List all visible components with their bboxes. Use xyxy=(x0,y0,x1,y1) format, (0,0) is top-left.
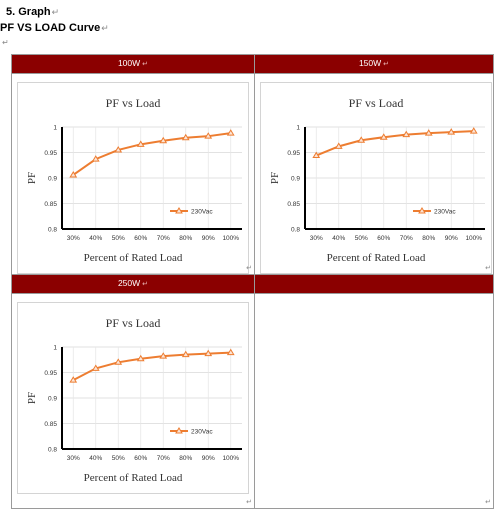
y-tick-label: 0.95 xyxy=(44,370,57,377)
panel-header-empty xyxy=(255,275,494,294)
chart-cell-100w: PF vs Load 0.8 0.85 0.9 0.95 1 30% 40% 50% 60% 70%… xyxy=(12,74,255,275)
x-tick-label: 90% xyxy=(445,235,458,242)
panel-header-label: 150W xyxy=(359,58,381,68)
paragraph-mark-icon: ↵ xyxy=(142,61,148,68)
paragraph-mark-icon: ↵ xyxy=(52,7,60,17)
panel-header-label: 250W xyxy=(118,278,140,288)
panel-header-label: 100W xyxy=(118,58,140,68)
paragraph-mark-icon: ↵ xyxy=(2,38,9,47)
panel-header-100w: 100W ↵ xyxy=(12,55,255,74)
x-axis-label: Percent of Rated Load xyxy=(84,252,183,264)
section-heading: 5. Graph↵ xyxy=(6,6,59,18)
x-tick-label: 50% xyxy=(112,235,125,242)
paragraph-mark-icon: ↵ xyxy=(246,264,252,272)
section-subheading: PF VS LOAD Curve↵ xyxy=(0,22,109,34)
x-axis-label: Percent of Rated Load xyxy=(327,252,426,264)
y-tick-label: 0.95 xyxy=(44,150,57,157)
series-line-230vac xyxy=(316,131,474,155)
legend-label: 230Vac xyxy=(191,209,213,216)
chart-title: PF vs Load xyxy=(106,96,161,110)
paragraph-mark-icon: ↵ xyxy=(142,281,148,288)
y-axis-label: PF xyxy=(26,172,38,184)
x-tick-label: 90% xyxy=(202,455,215,462)
chart-title: PF vs Load xyxy=(349,96,404,110)
y-tick-label: 0.9 xyxy=(48,396,57,403)
chart-250w: PF vs Load 0.8 0.85 0.9 0.95 1 30% 40% 50% 60% 70%… xyxy=(18,303,248,493)
y-tick-label: 0.9 xyxy=(48,176,57,183)
x-tick-label: 100% xyxy=(222,455,239,462)
panel-header-250w: 250W ↵ xyxy=(12,275,255,294)
x-tick-label: 60% xyxy=(377,235,390,242)
x-tick-label: 100% xyxy=(465,235,482,242)
y-tick-label: 0.85 xyxy=(287,201,300,208)
y-tick-label: 0.85 xyxy=(44,201,57,208)
y-tick-label: 0.9 xyxy=(291,176,300,183)
section-subtitle: PF VS LOAD Curve xyxy=(0,22,100,34)
paragraph-mark-icon: ↵ xyxy=(485,264,491,272)
x-tick-label: 40% xyxy=(89,455,102,462)
chart-frame: PF vs Load 0.8 0.85 0.9 0.95 1 30% 40% 50% 60% 70%… xyxy=(260,82,492,274)
x-tick-label: 80% xyxy=(179,455,192,462)
y-tick-label: 1 xyxy=(296,125,300,132)
x-tick-label: 70% xyxy=(400,235,413,242)
x-tick-label: 50% xyxy=(355,235,368,242)
chart-150w: PF vs Load 0.8 0.85 0.9 0.95 1 30% 40% 50% 60% 70%… xyxy=(261,83,491,273)
chart-frame: PF vs Load 0.8 0.85 0.9 0.95 1 30% 40% 50% 60% 70%… xyxy=(17,302,249,494)
x-tick-label: 70% xyxy=(157,235,170,242)
paragraph-mark-icon: ↵ xyxy=(101,23,109,33)
x-tick-label: 80% xyxy=(422,235,435,242)
legend-label: 230Vac xyxy=(434,209,456,216)
panel-header-150w: 150W ↵ xyxy=(255,55,494,74)
x-tick-label: 60% xyxy=(134,455,147,462)
y-tick-label: 0.95 xyxy=(287,150,300,157)
y-tick-label: 1 xyxy=(53,345,57,352)
x-tick-label: 30% xyxy=(67,455,80,462)
legend-label: 230Vac xyxy=(191,429,213,436)
section-title: 5. Graph xyxy=(6,6,51,18)
empty-cell: ↵ xyxy=(255,294,494,509)
x-tick-label: 100% xyxy=(222,235,239,242)
y-axis-label: PF xyxy=(26,392,38,404)
chart-frame: PF vs Load 0.8 0.85 0.9 0.95 1 30% 40% 50% 60% 70%… xyxy=(17,82,249,274)
paragraph-mark-icon: ↵ xyxy=(246,498,252,506)
x-tick-label: 90% xyxy=(202,235,215,242)
x-axis-label: Percent of Rated Load xyxy=(84,472,183,484)
y-tick-label: 0.8 xyxy=(48,447,57,454)
x-tick-label: 70% xyxy=(157,455,170,462)
x-tick-label: 50% xyxy=(112,455,125,462)
series-line-230vac xyxy=(73,133,231,175)
y-tick-label: 0.8 xyxy=(291,227,300,234)
x-tick-label: 60% xyxy=(134,235,147,242)
chart-100w: PF vs Load 0.8 0.85 0.9 0.95 1 30% 40% 50% 60% 70%… xyxy=(18,83,248,273)
paragraph-mark-icon: ↵ xyxy=(485,498,491,506)
paragraph-mark-icon: ↵ xyxy=(383,61,389,68)
x-tick-label: 40% xyxy=(332,235,345,242)
x-tick-label: 40% xyxy=(89,235,102,242)
y-tick-label: 1 xyxy=(53,125,57,132)
x-tick-label: 30% xyxy=(310,235,323,242)
chart-cell-150w: PF vs Load 0.8 0.85 0.9 0.95 1 30% 40% 50% 60% 70%… xyxy=(255,74,494,275)
y-tick-label: 0.8 xyxy=(48,227,57,234)
y-tick-label: 0.85 xyxy=(44,421,57,428)
chart-cell-250w: PF vs Load 0.8 0.85 0.9 0.95 1 30% 40% 50% 60% 70%… xyxy=(12,294,255,509)
y-axis-label: PF xyxy=(269,172,281,184)
chart-title: PF vs Load xyxy=(106,316,161,330)
graph-table: 100W ↵ 150W ↵ PF vs Load 0.8 0.85 0.9 0.95 1 30%… xyxy=(11,54,494,509)
x-tick-label: 30% xyxy=(67,235,80,242)
x-tick-label: 80% xyxy=(179,235,192,242)
